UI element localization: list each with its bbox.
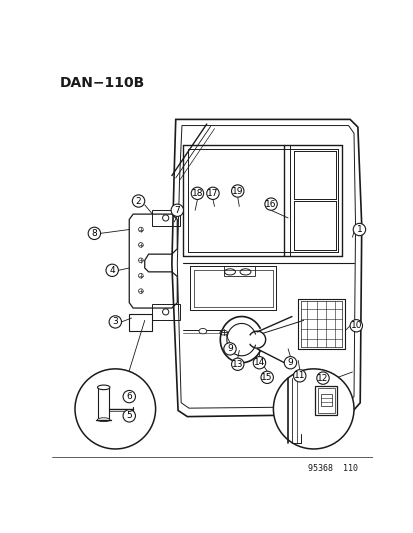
Bar xyxy=(317,388,334,413)
Text: 6: 6 xyxy=(126,392,132,401)
Text: 9: 9 xyxy=(287,358,293,367)
Circle shape xyxy=(75,369,155,449)
Circle shape xyxy=(273,369,353,449)
Text: 13: 13 xyxy=(231,360,243,369)
Text: 11: 11 xyxy=(293,372,305,381)
Text: 15: 15 xyxy=(261,373,272,382)
Text: 9: 9 xyxy=(227,344,232,353)
Circle shape xyxy=(191,187,203,199)
Circle shape xyxy=(349,320,362,332)
Circle shape xyxy=(123,410,135,422)
Text: 8: 8 xyxy=(91,229,97,238)
Text: 3: 3 xyxy=(112,318,118,326)
Circle shape xyxy=(109,316,121,328)
Text: 18: 18 xyxy=(191,189,203,198)
Circle shape xyxy=(284,357,296,369)
Text: 2: 2 xyxy=(135,197,141,206)
Circle shape xyxy=(231,358,243,370)
Text: 7: 7 xyxy=(174,206,180,215)
Bar xyxy=(152,210,179,225)
Ellipse shape xyxy=(97,418,109,422)
Text: 14: 14 xyxy=(253,358,264,367)
Text: 5: 5 xyxy=(126,411,132,421)
Text: 19: 19 xyxy=(231,187,243,196)
Circle shape xyxy=(123,391,135,403)
Circle shape xyxy=(88,227,100,239)
Circle shape xyxy=(293,370,305,382)
Bar xyxy=(223,265,254,277)
Circle shape xyxy=(316,372,328,384)
Circle shape xyxy=(352,223,365,236)
Circle shape xyxy=(231,185,243,197)
Bar xyxy=(320,393,331,406)
Text: 10: 10 xyxy=(350,321,361,330)
Circle shape xyxy=(206,187,218,199)
Ellipse shape xyxy=(97,385,109,390)
Circle shape xyxy=(106,264,118,277)
Text: 17: 17 xyxy=(206,189,218,198)
Circle shape xyxy=(264,198,277,210)
Text: 4: 4 xyxy=(109,266,115,275)
Circle shape xyxy=(132,195,145,207)
Text: 95368  110: 95368 110 xyxy=(307,464,357,473)
Circle shape xyxy=(171,204,183,216)
Text: 1: 1 xyxy=(356,225,361,234)
Circle shape xyxy=(223,343,236,355)
Bar xyxy=(152,304,179,320)
Bar xyxy=(98,387,109,419)
Text: 12: 12 xyxy=(316,374,328,383)
Bar xyxy=(314,386,336,415)
Text: 16: 16 xyxy=(265,199,276,208)
Circle shape xyxy=(260,371,273,384)
Bar xyxy=(129,314,152,331)
Circle shape xyxy=(253,357,265,369)
Text: DAN−110B: DAN−110B xyxy=(59,76,145,90)
Ellipse shape xyxy=(199,328,206,334)
